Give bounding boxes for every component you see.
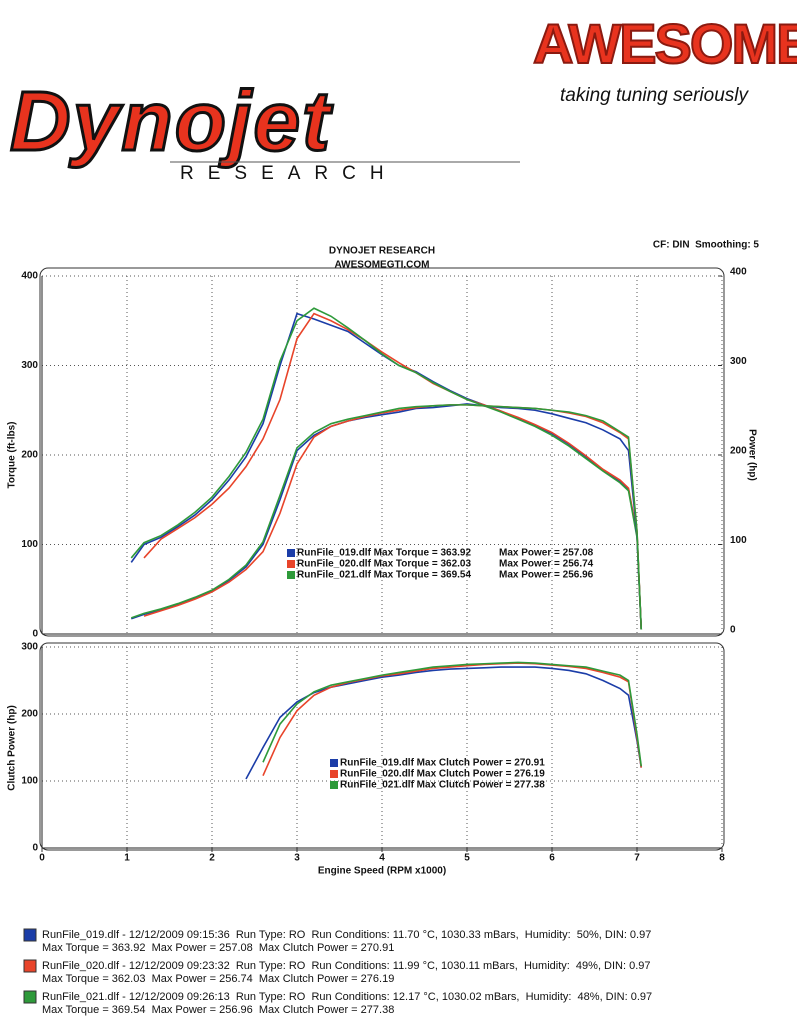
series-line — [130, 312, 643, 630]
y-tick-label: 200 — [21, 709, 38, 720]
legend-swatch — [330, 781, 338, 789]
y2-tick-label: 300 — [730, 356, 747, 367]
y2-tick-label: 200 — [730, 446, 747, 457]
chart-subtitle: AWESOMEGTI.COM — [335, 260, 430, 271]
run-info: RunFile_021.dlf - 12/12/2009 09:26:13 Ru… — [42, 991, 652, 1003]
y-tick-label: 0 — [32, 629, 38, 640]
run-swatch — [23, 928, 37, 942]
series-line — [245, 666, 643, 780]
x-tick-label: 0 — [39, 853, 45, 864]
y-tick-label: 400 — [21, 271, 38, 282]
logo-sub: RESEARCH — [180, 163, 398, 184]
run-swatch — [23, 990, 37, 1004]
legend-label: RunFile_020.dlf Max Torque = 362.03 — [297, 559, 471, 570]
y-tick-label: 100 — [21, 776, 38, 787]
series-line — [262, 661, 643, 767]
chart-note: CF: DIN Smoothing: 5 — [653, 240, 760, 251]
x-tick-label: 3 — [294, 853, 300, 864]
x-tick-label: 6 — [549, 853, 555, 864]
series-line — [130, 403, 643, 630]
legend-label: RunFile_021.dlf Max Torque = 369.54 — [297, 570, 471, 581]
y-tick-label: 300 — [21, 360, 38, 371]
legend-label: RunFile_021.dlf Max Clutch Power = 277.3… — [340, 780, 545, 791]
y-tick-label: 0 — [32, 843, 38, 854]
legend-power: Max Power = 256.74 — [499, 559, 594, 570]
logo: Dynojet — [10, 74, 333, 168]
y-axis-label: Clutch Power (hp) — [7, 705, 18, 791]
y2-axis-label: Power (hp) — [746, 429, 757, 481]
run-info: RunFile_019.dlf - 12/12/2009 09:15:36 Ru… — [42, 929, 651, 941]
run-max: Max Torque = 363.92 Max Power = 257.08 M… — [42, 942, 394, 954]
y2-tick-label: 100 — [730, 535, 747, 546]
series-line — [143, 404, 643, 630]
run-max: Max Torque = 362.03 Max Power = 256.74 M… — [42, 973, 394, 985]
legend-power: Max Power = 257.08 — [499, 548, 594, 559]
chart-title: DYNOJET RESEARCH — [329, 246, 435, 257]
legend-label: RunFile_019.dlf Max Clutch Power = 270.9… — [340, 758, 545, 769]
y2-tick-label: 400 — [730, 267, 747, 278]
x-tick-label: 1 — [124, 853, 130, 864]
legend-swatch — [330, 770, 338, 778]
y-axis-label: Torque (ft-lbs) — [7, 421, 18, 488]
brand: AWESOME — [533, 12, 797, 75]
x-tick-label: 2 — [209, 853, 215, 864]
x-tick-label: 4 — [379, 853, 385, 864]
series-line — [143, 312, 643, 630]
y-tick-label: 200 — [21, 450, 38, 461]
x-tick-label: 7 — [634, 853, 640, 864]
legend-swatch — [287, 560, 295, 568]
legend-swatch — [287, 571, 295, 579]
legend-label: RunFile_019.dlf Max Torque = 363.92 — [297, 548, 471, 559]
x-tick-label: 5 — [464, 853, 470, 864]
y-tick-label: 100 — [21, 539, 38, 550]
y-tick-label: 300 — [21, 642, 38, 653]
series-line — [130, 307, 643, 630]
tagline: taking tuning seriously — [560, 85, 749, 106]
series-line — [262, 662, 643, 776]
x-axis-label: Engine Speed (RPM x1000) — [318, 866, 446, 877]
legend-label: RunFile_020.dlf Max Clutch Power = 276.1… — [340, 769, 545, 780]
bottom-panel — [39, 642, 725, 851]
legend-swatch — [287, 549, 295, 557]
run-info: RunFile_020.dlf - 12/12/2009 09:23:32 Ru… — [42, 960, 651, 972]
x-tick-label: 8 — [719, 853, 725, 864]
series-line — [130, 404, 643, 630]
legend-swatch — [330, 759, 338, 767]
run-swatch — [23, 959, 37, 973]
run-max: Max Torque = 369.54 Max Power = 256.96 M… — [42, 1004, 394, 1016]
legend-power: Max Power = 256.96 — [499, 570, 594, 581]
top-panel — [39, 267, 725, 637]
y2-tick-label: 0 — [730, 625, 736, 636]
